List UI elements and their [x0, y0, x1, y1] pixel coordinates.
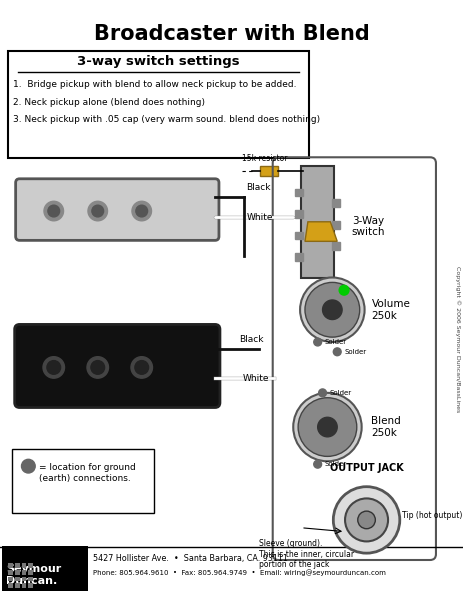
Bar	[28, 583, 33, 588]
Text: 1.  Bridge pickup with blend to allow neck pickup to be added.: 1. Bridge pickup with blend to allow nec…	[13, 80, 296, 89]
Text: Solder: Solder	[325, 461, 346, 467]
Circle shape	[92, 205, 104, 217]
Text: = location for ground
(earth) connections.: = location for ground (earth) connection…	[39, 463, 136, 483]
Circle shape	[333, 348, 341, 356]
Bar	[332, 199, 340, 207]
Bar	[260, 166, 278, 176]
Text: Copyright © 2006 Seymour Duncan/BassLines: Copyright © 2006 Seymour Duncan/BassLine…	[455, 266, 460, 412]
Bar	[28, 570, 33, 574]
Bar	[295, 189, 303, 196]
Circle shape	[333, 486, 400, 553]
Circle shape	[305, 282, 360, 337]
Text: 5427 Hollister Ave.  •  Santa Barbara, CA. 93111: 5427 Hollister Ave. • Santa Barbara, CA.…	[93, 554, 288, 563]
Circle shape	[43, 356, 64, 378]
Text: Solder: Solder	[325, 339, 346, 345]
Text: 3-way switch settings: 3-way switch settings	[77, 55, 240, 68]
Circle shape	[47, 361, 61, 374]
Text: Phone: 805.964.9610  •  Fax: 805.964.9749  •  Email: wiring@seymourduncan.com: Phone: 805.964.9610 • Fax: 805.964.9749 …	[93, 569, 386, 576]
FancyBboxPatch shape	[12, 449, 155, 513]
Circle shape	[319, 389, 327, 397]
Bar	[295, 210, 303, 218]
Circle shape	[339, 285, 349, 295]
FancyBboxPatch shape	[16, 179, 219, 240]
Circle shape	[21, 459, 35, 473]
Text: Tip (hot output): Tip (hot output)	[402, 510, 462, 519]
Bar	[21, 577, 27, 582]
Text: Sleeve (ground).
This is the inner, circular
portion of the jack: Sleeve (ground). This is the inner, circ…	[259, 540, 354, 569]
FancyBboxPatch shape	[301, 166, 334, 277]
Circle shape	[323, 300, 342, 319]
Text: Blend
250k: Blend 250k	[372, 416, 401, 438]
Circle shape	[132, 201, 152, 221]
Bar	[2, 546, 88, 591]
Bar	[332, 243, 340, 250]
Bar	[295, 232, 303, 240]
Circle shape	[300, 277, 365, 342]
Circle shape	[314, 460, 321, 468]
Bar	[15, 563, 19, 568]
Bar	[8, 583, 13, 588]
Text: Solder: Solder	[329, 390, 352, 396]
Bar	[21, 583, 27, 588]
Text: White: White	[246, 213, 273, 222]
Circle shape	[135, 361, 148, 374]
Text: Black: Black	[239, 335, 264, 344]
Bar	[15, 570, 19, 574]
Bar	[8, 570, 13, 574]
Text: 3. Neck pickup with .05 cap (very warm sound. blend does nothing): 3. Neck pickup with .05 cap (very warm s…	[13, 115, 320, 124]
Bar	[21, 570, 27, 574]
Bar	[332, 221, 340, 229]
Circle shape	[318, 418, 337, 437]
Circle shape	[293, 393, 362, 461]
Text: OUTPUT JACK: OUTPUT JACK	[330, 463, 403, 473]
Bar	[8, 563, 13, 568]
Circle shape	[44, 201, 64, 221]
Circle shape	[136, 205, 147, 217]
Text: Seymour
Duncan.: Seymour Duncan.	[6, 564, 61, 585]
Circle shape	[358, 511, 375, 529]
Circle shape	[91, 361, 105, 374]
Bar	[8, 577, 13, 582]
Bar	[295, 253, 303, 261]
Text: White: White	[242, 374, 269, 383]
Text: 2. Neck pickup alone (blend does nothing): 2. Neck pickup alone (blend does nothing…	[13, 98, 205, 107]
Text: 3-Way
switch: 3-Way switch	[352, 216, 385, 237]
Circle shape	[314, 338, 321, 346]
Bar	[15, 583, 19, 588]
Circle shape	[298, 398, 357, 456]
FancyBboxPatch shape	[8, 51, 309, 158]
Text: Black: Black	[246, 183, 271, 192]
Bar	[21, 563, 27, 568]
FancyBboxPatch shape	[15, 325, 220, 407]
Bar	[28, 563, 33, 568]
Bar	[28, 577, 33, 582]
Circle shape	[87, 356, 109, 378]
Circle shape	[345, 498, 388, 541]
Text: 15k resistor: 15k resistor	[242, 154, 288, 163]
Polygon shape	[305, 222, 337, 241]
Circle shape	[48, 205, 60, 217]
Text: Solder: Solder	[344, 349, 366, 355]
Bar	[15, 577, 19, 582]
Text: Broadcaster with Blend: Broadcaster with Blend	[94, 25, 370, 44]
Circle shape	[131, 356, 153, 378]
Text: Volume
250k: Volume 250k	[372, 299, 410, 320]
Circle shape	[88, 201, 108, 221]
